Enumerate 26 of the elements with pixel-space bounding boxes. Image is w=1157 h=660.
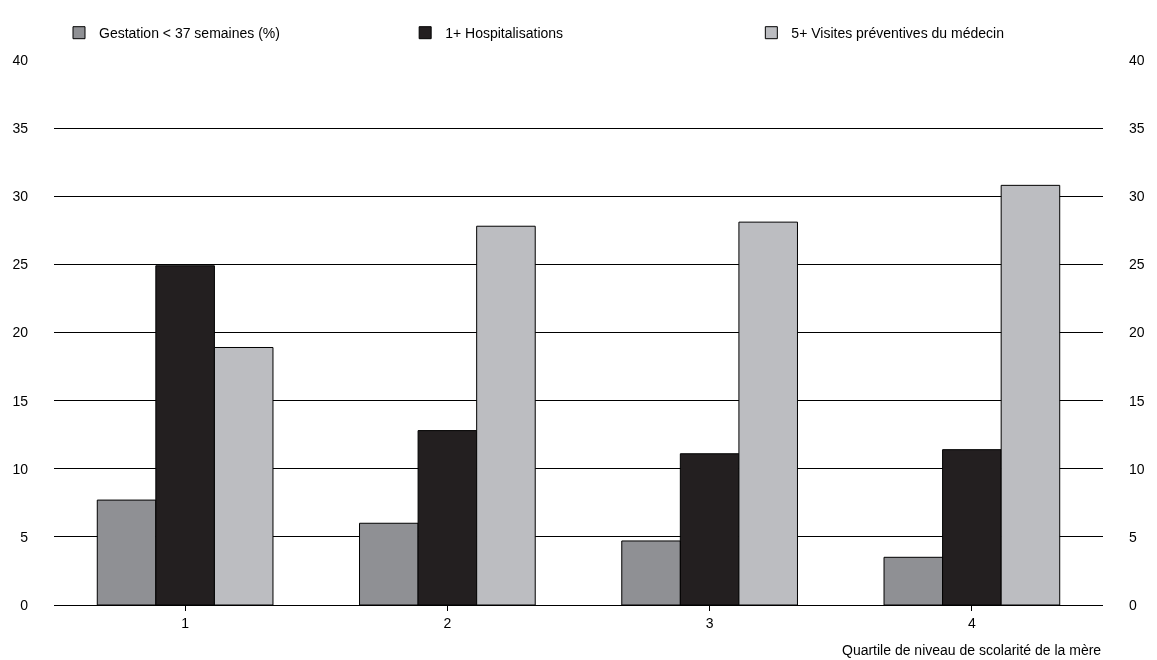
legend-label: Gestation < 37 semaines (%) [99, 25, 280, 42]
y2-tick-label: 35 [1129, 120, 1145, 137]
x-tick-label: 1 [181, 614, 190, 631]
x-tick-label: 2 [443, 614, 452, 631]
x-axis-title: Quartile de niveau de scolarité de la mère [842, 642, 1102, 658]
legend-label: 5+ Visites préventives du médecin [791, 25, 1004, 42]
y2-tick-label: 5 [1129, 528, 1137, 545]
y-tick-label: 30 [12, 188, 29, 205]
y-tick-label: 35 [12, 120, 29, 137]
y2-tick-label: 30 [1129, 188, 1145, 205]
y2-tick-label: 40 [1129, 51, 1145, 68]
y2-tick-label: 10 [1129, 460, 1145, 477]
y-tick-label: 40 [12, 51, 29, 68]
legend-label: 1+ Hospitalisations [445, 25, 564, 42]
y2-tick-label: 25 [1129, 256, 1145, 273]
y2-tick-label: 20 [1129, 324, 1145, 341]
y-tick-label: 0 [20, 596, 29, 613]
y-tick-label: 15 [12, 392, 29, 409]
y-tick-label: 20 [12, 324, 29, 341]
x-tick-label: 3 [705, 614, 714, 631]
y-tick-label: 5 [20, 528, 29, 545]
y2-tick-label: 15 [1129, 392, 1145, 409]
y-tick-label: 10 [12, 460, 29, 477]
y-tick-label: 25 [12, 256, 29, 273]
y2-tick-label: 0 [1129, 596, 1137, 613]
x-tick-label: 4 [967, 614, 976, 631]
